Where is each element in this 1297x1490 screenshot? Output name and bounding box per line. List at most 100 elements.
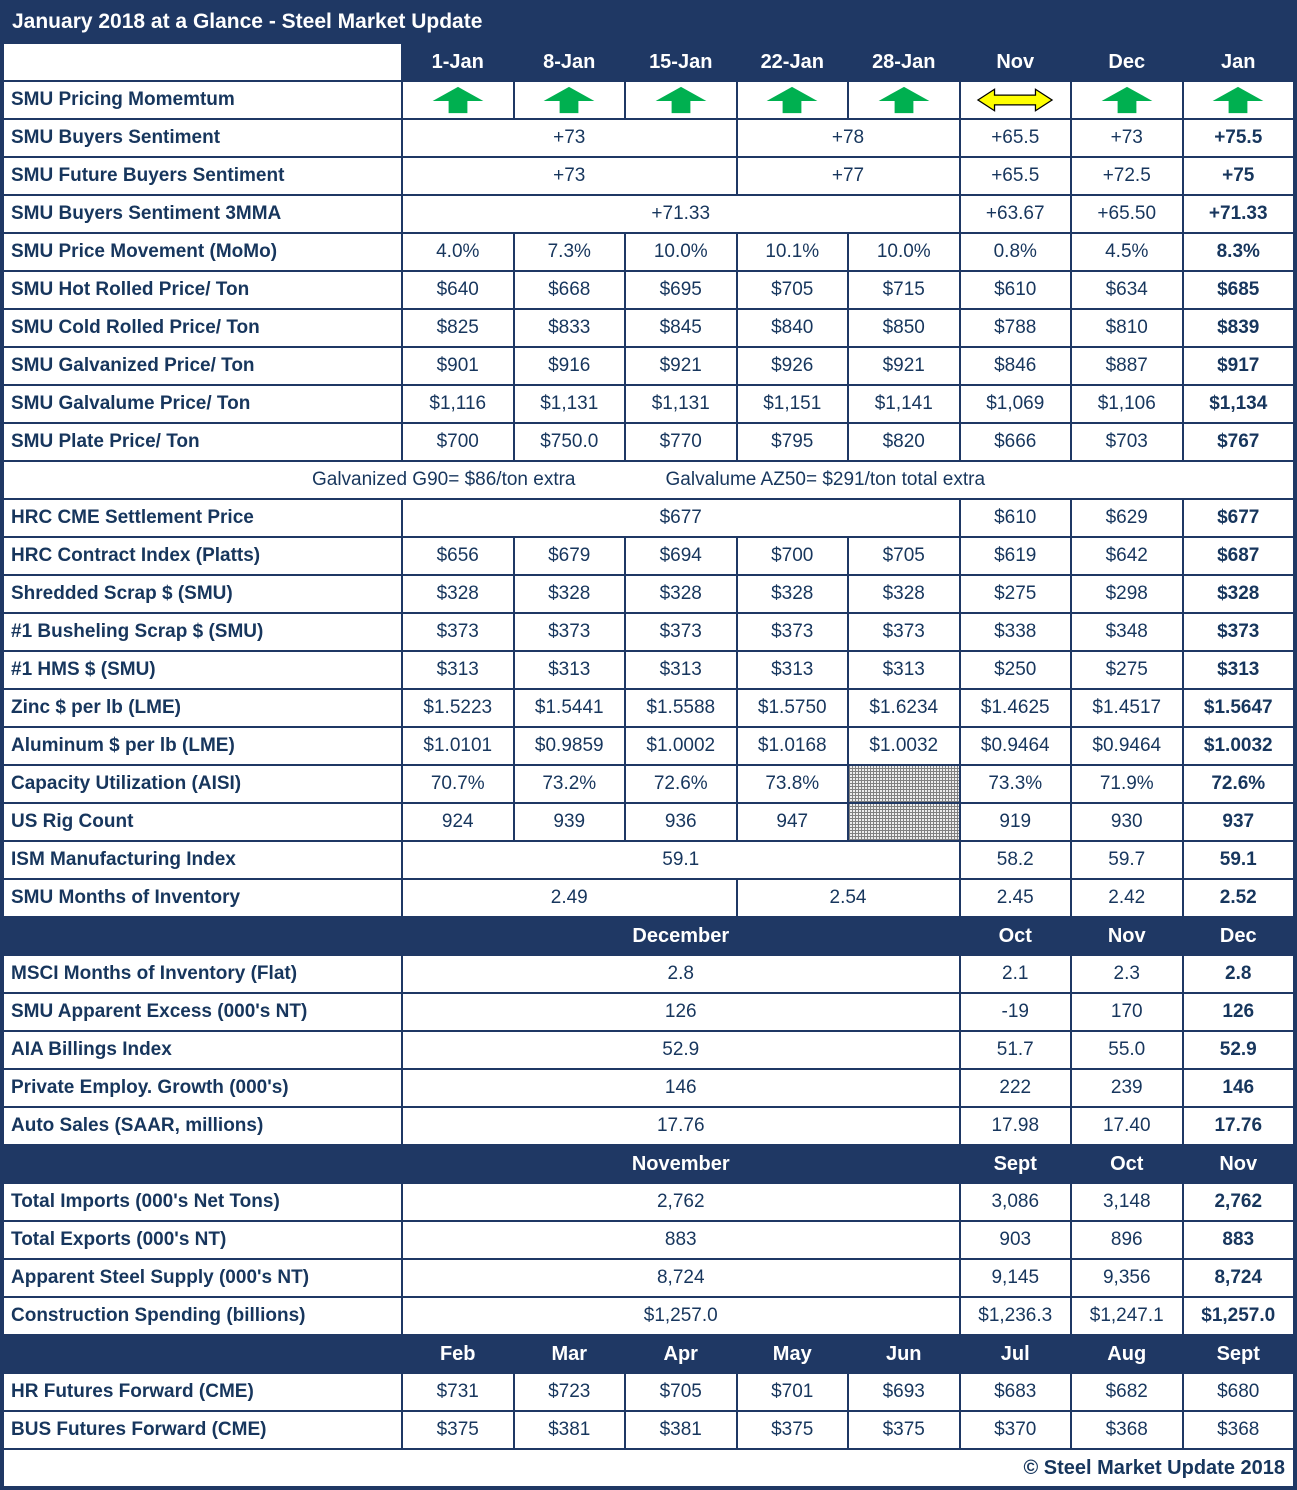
table-cell: $373 (1181, 612, 1295, 652)
table-row: SMU Price Movement (MoMo) 4.0% 7.3% 10.0% 10… (2, 232, 1295, 272)
row-label (2, 916, 403, 956)
section-row: Feb Mar Apr May Jun Jul Aug Sept (2, 1334, 1295, 1374)
column-header: 22-Jan (735, 42, 849, 82)
table-cell: 2.52 (1181, 878, 1295, 918)
momentum-cell (735, 80, 849, 120)
table-row: #1 Busheling Scrap $ (SMU) $373 $373 $373 $3… (2, 612, 1295, 652)
row-label: SMU Plate Price/ Ton (2, 422, 403, 462)
table-cell: 8,724 (401, 1258, 961, 1298)
table-cell: $917 (1181, 346, 1295, 386)
table-cell: Nov (1181, 1144, 1295, 1184)
table-cell: $795 (735, 422, 849, 462)
table-cell: $705 (624, 1372, 738, 1412)
momentum-cell (1070, 80, 1184, 120)
row-label: SMU Months of Inventory (2, 878, 403, 918)
column-header: Nov (958, 42, 1072, 82)
table-cell: $0.9464 (958, 726, 1072, 766)
table-cell: $656 (401, 536, 515, 576)
column-header: 15-Jan (624, 42, 738, 82)
row-label: SMU Pricing Momemtum (2, 80, 403, 120)
table-cell: +71.33 (1181, 194, 1295, 234)
table-cell: 222 (958, 1068, 1072, 1108)
table-row: SMU Buyers Sentiment +73 +78 +65.5 +73 +75.5 (2, 118, 1295, 158)
table-cell: $1,257.0 (1181, 1296, 1295, 1336)
table-cell: $1.4625 (958, 688, 1072, 728)
column-header: Dec (1070, 42, 1184, 82)
table-row: #1 HMS $ (SMU) $313 $313 $313 $313 $313 $250 $2… (2, 650, 1295, 690)
row-label: SMU Price Movement (MoMo) (2, 232, 403, 272)
table-row: SMU Plate Price/ Ton $700 $750.0 $770 $795 $8… (2, 422, 1295, 462)
row-label: ISM Manufacturing Index (2, 840, 403, 880)
row-label: Shredded Scrap $ (SMU) (2, 574, 403, 614)
up-arrow-icon (1101, 86, 1153, 114)
table-cell: 9,356 (1070, 1258, 1184, 1298)
table-cell: Mar (512, 1334, 626, 1374)
momentum-cell (624, 80, 738, 120)
momentum-cell (401, 80, 515, 120)
table-cell: $1,257.0 (401, 1296, 961, 1336)
momentum-cell (512, 80, 626, 120)
table-row: MSCI Months of Inventory (Flat) 2.8 2.1 2.3… (2, 954, 1295, 994)
table-cell: $833 (512, 308, 626, 348)
table-row: SMU Cold Rolled Price/ Ton $825 $833 $845 $8… (2, 308, 1295, 348)
row-label (2, 1144, 403, 1184)
table-cell: 146 (1181, 1068, 1295, 1108)
no-data-cell (847, 802, 961, 842)
table-cell: +75 (1181, 156, 1295, 196)
table-cell: 903 (958, 1220, 1072, 1260)
table-row: SMU Pricing Momemtum (2, 80, 1295, 120)
table-cell: +78 (735, 118, 961, 158)
table-cell: $328 (1181, 574, 1295, 614)
row-label: Private Employ. Growth (000's) (2, 1068, 403, 1108)
row-label: Zinc $ per lb (LME) (2, 688, 403, 728)
table-cell: +65.5 (958, 156, 1072, 196)
table-cell: 2.45 (958, 878, 1072, 918)
table-row: SMU Future Buyers Sentiment +73 +77 +65.5 +7… (2, 156, 1295, 196)
table-cell: 10.0% (847, 232, 961, 272)
left-right-arrow-icon (977, 88, 1054, 112)
table-cell: $0.9859 (512, 726, 626, 766)
row-label: MSCI Months of Inventory (Flat) (2, 954, 403, 994)
row-label: BUS Futures Forward (CME) (2, 1410, 403, 1450)
table-cell: $629 (1070, 498, 1184, 538)
table-cell: $619 (958, 536, 1072, 576)
table-cell: 883 (401, 1220, 961, 1260)
row-label: AIA Billings Index (2, 1030, 403, 1070)
table-cell: $1.0168 (735, 726, 849, 766)
column-header: 28-Jan (847, 42, 961, 82)
table-cell: $610 (958, 270, 1072, 310)
note-row: Galvanized G90= $86/ton extra Galvalume A… (2, 460, 1295, 500)
table-row: Private Employ. Growth (000's) 146 222 239 1… (2, 1068, 1295, 1108)
table-cell: $1.5441 (512, 688, 626, 728)
table-cell: 8.3% (1181, 232, 1295, 272)
table-cell: 883 (1181, 1220, 1295, 1260)
row-label: #1 Busheling Scrap $ (SMU) (2, 612, 403, 652)
section-row: November Sept Oct Nov (2, 1144, 1295, 1184)
table-cell: $368 (1181, 1410, 1295, 1450)
column-header: 1-Jan (401, 42, 515, 82)
table-cell: $683 (958, 1372, 1072, 1412)
table-cell: $1.6234 (847, 688, 961, 728)
table-cell: $1.0032 (847, 726, 961, 766)
table-cell: $375 (401, 1410, 515, 1450)
row-label: Total Exports (000's NT) (2, 1220, 403, 1260)
row-label: SMU Cold Rolled Price/ Ton (2, 308, 403, 348)
table-cell: $703 (1070, 422, 1184, 462)
table-cell: $328 (624, 574, 738, 614)
table-cell: $723 (512, 1372, 626, 1412)
table-row: Total Imports (000's Net Tons) 2,762 3,086… (2, 1182, 1295, 1222)
table-cell: $682 (1070, 1372, 1184, 1412)
table-cell: $338 (958, 612, 1072, 652)
table-row: Construction Spending (billions) $1,257.0… (2, 1296, 1295, 1336)
table-cell: $731 (401, 1372, 515, 1412)
table-cell: 52.9 (1181, 1030, 1295, 1070)
no-data-cell (847, 764, 961, 804)
table-cell: $1,131 (512, 384, 626, 424)
row-label: Auto Sales (SAAR, millions) (2, 1106, 403, 1146)
table-row: SMU Apparent Excess (000's NT) 126 -19 170 1… (2, 992, 1295, 1032)
table-cell: $679 (512, 536, 626, 576)
table-cell: 4.0% (401, 232, 515, 272)
table-cell: +73 (401, 156, 738, 196)
table-cell: $1,106 (1070, 384, 1184, 424)
table-cell: $839 (1181, 308, 1295, 348)
